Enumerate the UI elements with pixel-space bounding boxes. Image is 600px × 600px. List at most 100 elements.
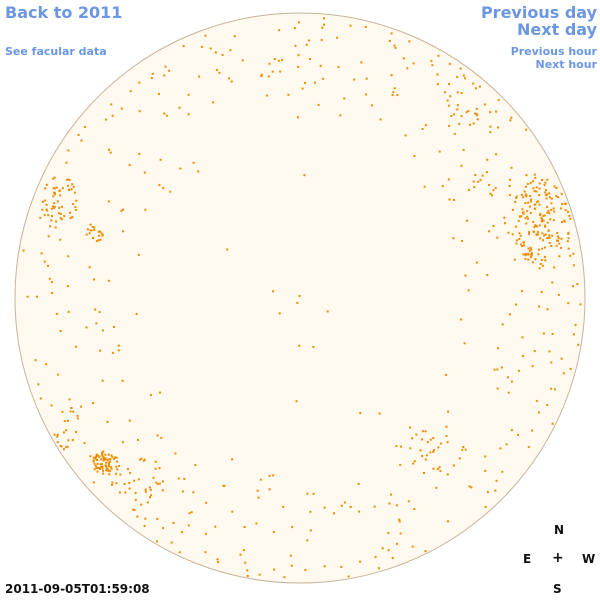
facula-point: [439, 442, 442, 445]
facula-point: [309, 510, 312, 513]
back-to-year-link[interactable]: Back to 2011: [5, 3, 123, 22]
observation-timestamp: 2011-09-05T01:59:08: [5, 582, 150, 596]
facula-point: [59, 444, 62, 447]
facula-point: [499, 447, 502, 450]
facula-point: [95, 453, 98, 456]
facula-point: [99, 349, 102, 352]
facula-point: [39, 216, 42, 219]
facula-point: [529, 181, 532, 184]
facula-point: [102, 459, 105, 462]
facula-point: [85, 326, 88, 329]
facula-point: [159, 158, 162, 161]
facula-point: [101, 463, 103, 466]
facula-point: [573, 333, 575, 336]
facula-point: [472, 82, 475, 85]
facula-point: [404, 134, 407, 137]
facula-point: [121, 379, 124, 382]
facula-point: [500, 366, 503, 369]
facula-point: [63, 448, 65, 451]
facula-point: [43, 260, 46, 263]
facula-point: [505, 443, 508, 446]
facula-point: [159, 391, 161, 394]
facula-point: [322, 77, 325, 80]
facula-point: [94, 457, 97, 460]
previous-day-link[interactable]: Previous day: [480, 3, 597, 22]
facula-point: [523, 241, 526, 244]
facula-point: [198, 75, 201, 78]
facula-point: [470, 486, 473, 489]
facula-point: [128, 482, 131, 484]
facula-point: [144, 488, 147, 491]
facula-point: [515, 303, 518, 306]
facula-point: [439, 470, 442, 473]
facula-point: [65, 429, 68, 432]
previous-hour-link[interactable]: Previous hour: [510, 45, 597, 58]
see-facular-data-link[interactable]: See facular data: [5, 45, 107, 58]
facula-point: [56, 441, 59, 444]
facula-point: [111, 455, 114, 458]
facula-point: [472, 180, 475, 183]
facula-point: [108, 473, 111, 476]
facula-point: [567, 247, 570, 250]
facula-point: [104, 453, 107, 456]
facula-point: [110, 467, 113, 470]
facula-point: [53, 433, 56, 436]
facula-point: [467, 289, 470, 292]
next-hour-link[interactable]: Next hour: [535, 58, 598, 71]
facula-point: [538, 411, 540, 414]
facula-point: [525, 174, 528, 177]
facula-point: [524, 252, 527, 255]
facula-point: [323, 23, 326, 26]
facula-point: [71, 183, 74, 186]
facula-point: [448, 83, 450, 86]
facula-point: [560, 357, 563, 360]
facula-point: [438, 150, 441, 153]
facula-point: [95, 322, 98, 325]
facula-point: [560, 246, 563, 249]
facula-point: [447, 520, 449, 523]
facula-point: [429, 451, 432, 454]
facula-point: [93, 278, 96, 281]
facula-point: [92, 481, 95, 484]
facula-point: [441, 185, 444, 188]
facula-point: [550, 208, 553, 211]
facula-point: [496, 387, 499, 390]
facula-point: [58, 206, 61, 209]
facula-point: [94, 308, 97, 311]
facula-point: [117, 344, 120, 347]
facula-point: [526, 210, 529, 213]
facula-point: [164, 65, 167, 68]
facula-point: [541, 247, 544, 250]
facula-point: [34, 359, 37, 362]
facula-point: [109, 470, 112, 473]
facula-point: [445, 435, 448, 437]
facula-point: [430, 60, 433, 63]
next-day-link[interactable]: Next day: [517, 20, 597, 39]
facula-point: [522, 212, 525, 215]
facula-point: [151, 72, 154, 75]
facula-point: [529, 246, 532, 249]
facula-point: [101, 451, 103, 454]
facula-point: [486, 491, 489, 494]
facula-point: [475, 261, 478, 264]
facula-point: [319, 64, 322, 67]
facula-point: [423, 185, 426, 188]
facula-point: [394, 46, 397, 49]
facula-point: [547, 229, 550, 232]
facula-point: [409, 426, 412, 429]
facula-point: [533, 173, 536, 176]
facula-point: [45, 363, 48, 366]
facula-point: [157, 93, 160, 95]
facula-point: [61, 187, 64, 190]
facula-point: [522, 355, 525, 357]
facula-point: [109, 458, 112, 461]
facula-point: [105, 118, 108, 121]
facula-point: [52, 177, 55, 180]
facula-point: [448, 198, 451, 201]
facula-point: [277, 59, 280, 62]
facula-point: [560, 192, 563, 195]
facula-point: [508, 184, 511, 187]
facula-point: [531, 429, 534, 432]
facula-point: [561, 203, 564, 206]
facula-point: [321, 26, 324, 29]
